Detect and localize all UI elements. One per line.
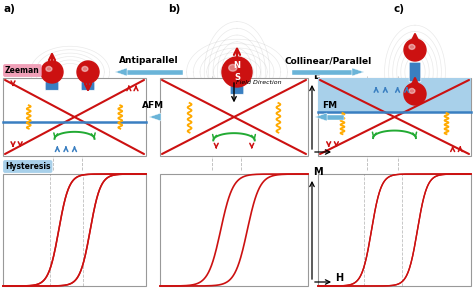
Text: Field Direction: Field Direction xyxy=(236,80,282,85)
Ellipse shape xyxy=(228,64,237,71)
Ellipse shape xyxy=(409,88,415,93)
Ellipse shape xyxy=(404,83,426,105)
Bar xyxy=(160,78,308,156)
Text: H: H xyxy=(335,273,343,283)
Ellipse shape xyxy=(41,61,63,83)
Bar xyxy=(292,70,352,74)
Bar xyxy=(318,78,471,112)
Text: E: E xyxy=(313,71,319,81)
FancyArrow shape xyxy=(352,68,364,76)
FancyBboxPatch shape xyxy=(409,62,421,82)
Ellipse shape xyxy=(404,39,426,61)
Bar xyxy=(157,115,161,119)
Text: Zeeman: Zeeman xyxy=(5,66,40,75)
Ellipse shape xyxy=(77,61,99,83)
Text: c): c) xyxy=(394,4,405,14)
Bar xyxy=(160,174,308,286)
Text: AFM: AFM xyxy=(142,101,164,110)
Text: Collinear/Parallel: Collinear/Parallel xyxy=(284,56,372,65)
Ellipse shape xyxy=(46,67,52,71)
Bar xyxy=(3,174,146,286)
Ellipse shape xyxy=(222,57,252,87)
Bar xyxy=(318,174,471,286)
FancyArrow shape xyxy=(315,113,327,121)
FancyArrow shape xyxy=(115,68,127,76)
Bar xyxy=(327,115,344,119)
Text: FM: FM xyxy=(322,101,337,110)
Bar xyxy=(318,78,471,156)
FancyBboxPatch shape xyxy=(45,82,59,90)
Bar xyxy=(3,78,146,156)
Text: Antiparallel: Antiparallel xyxy=(119,56,179,65)
Text: Hysteresis: Hysteresis xyxy=(5,162,51,171)
FancyBboxPatch shape xyxy=(81,82,95,90)
Text: S: S xyxy=(234,74,240,82)
Ellipse shape xyxy=(82,67,88,71)
FancyBboxPatch shape xyxy=(230,86,244,94)
Text: a): a) xyxy=(4,4,16,14)
Text: b): b) xyxy=(168,4,180,14)
Text: H: H xyxy=(335,143,343,153)
Bar xyxy=(127,70,183,74)
FancyArrow shape xyxy=(149,113,161,121)
Ellipse shape xyxy=(409,44,415,49)
Text: N: N xyxy=(234,61,240,71)
Text: M: M xyxy=(313,167,323,177)
